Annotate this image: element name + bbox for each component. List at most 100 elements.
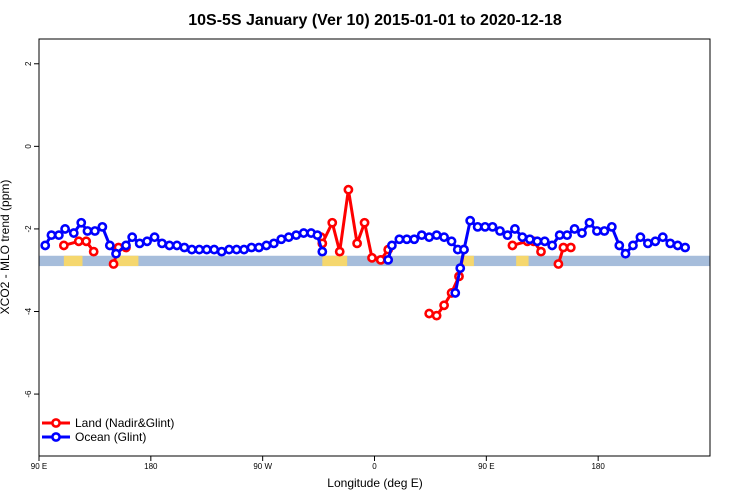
ocean-data-point — [149, 232, 160, 243]
ocean-data-point — [606, 221, 617, 232]
ocean-data-point — [620, 248, 631, 259]
ocean-data-point — [111, 248, 121, 259]
ocean-data-point — [209, 244, 220, 255]
ocean-data-point — [577, 228, 587, 238]
ocean-data-point — [68, 228, 79, 238]
land-data-point — [553, 259, 564, 269]
ocean-data-point — [231, 244, 242, 255]
map-land-patch — [322, 255, 348, 267]
ocean-data-point — [60, 224, 70, 234]
ocean-data-point — [635, 232, 646, 243]
ocean-data-point — [386, 240, 397, 251]
ocean-data-point — [459, 244, 469, 255]
ocean-data-point — [104, 240, 115, 251]
land-data-point — [88, 246, 99, 257]
ocean-data-point — [455, 263, 466, 274]
ocean-data-point — [317, 246, 328, 257]
ocean-data-point — [268, 238, 279, 249]
ocean-data-point — [46, 230, 57, 241]
ocean-data-point — [416, 230, 427, 241]
land-data-point — [367, 252, 377, 263]
ocean-data-point — [276, 234, 287, 245]
land-data-point — [108, 259, 119, 269]
ocean-data-point — [82, 226, 93, 236]
ocean-data-point — [554, 230, 565, 241]
ocean-data-point — [121, 240, 131, 251]
ocean-data-point — [246, 242, 257, 253]
ocean-data-point — [524, 234, 535, 245]
x-tick-label: 180 — [591, 462, 605, 471]
ocean-data-point — [194, 244, 205, 255]
ocean-data-point — [487, 221, 498, 232]
ocean-data-point — [261, 240, 272, 251]
ocean-data-point — [539, 236, 550, 247]
legend: Land (Nadir&Glint)Ocean (Glint) — [42, 416, 174, 444]
map-land-patch — [63, 255, 83, 267]
ocean-data-point — [409, 234, 420, 245]
land-data-point — [58, 240, 69, 251]
land-data-point — [343, 184, 354, 195]
ocean-data-point — [298, 228, 309, 238]
ocean-data-point — [680, 242, 691, 253]
ocean-data-point — [97, 221, 108, 232]
ocean-data-point — [599, 226, 610, 236]
ocean-data-point — [657, 232, 668, 243]
ocean-data-point — [254, 242, 264, 253]
ocean-data-point — [472, 221, 483, 232]
land-data-point — [375, 254, 386, 265]
x-tick-label: 90 E — [478, 462, 494, 471]
x-tick-label: 90 E — [31, 462, 47, 471]
ocean-data-point — [186, 244, 197, 255]
y-tick-label: 0 — [24, 144, 33, 149]
x-axis: 90 E 180 90 W 0 90 E 180 — [31, 456, 605, 471]
ocean-data-point — [53, 230, 64, 241]
ocean-data-point — [76, 217, 87, 228]
ocean-data-point — [134, 238, 145, 249]
ocean-data-point — [142, 236, 153, 247]
ocean-data-point — [502, 230, 513, 241]
land-data-point — [565, 242, 576, 253]
ocean-data-point — [510, 224, 520, 234]
y-tick-label: 2 — [24, 61, 33, 66]
ocean-data-point — [312, 230, 323, 241]
ocean-data-point — [465, 215, 476, 226]
ocean-data-point — [584, 217, 595, 228]
legend-land-label: Land (Nadir&Glint) — [75, 416, 174, 430]
ocean-data-point — [283, 232, 294, 243]
y-tick-label: -2 — [24, 225, 33, 233]
ocean-data-point — [239, 244, 249, 255]
y-axis: 2 0 -2 -4 -6 — [24, 61, 39, 398]
ocean-data-point — [179, 242, 190, 253]
x-tick-label: 180 — [144, 462, 158, 471]
ocean-data-point — [90, 226, 100, 236]
legend-land-marker — [51, 418, 61, 428]
x-tick-label: 0 — [372, 462, 377, 471]
ocean-data-point — [665, 238, 676, 249]
x-axis-label: Longitude (deg E) — [327, 476, 422, 490]
ocean-data-point — [439, 232, 449, 243]
ocean-data-point — [216, 246, 227, 257]
chart-title: 10S-5S January (Ver 10) 2015-01-01 to 20… — [188, 12, 562, 29]
series-layer — [40, 184, 691, 321]
ocean-data-point — [201, 244, 212, 255]
ocean-data-point — [672, 240, 683, 251]
ocean-data-point — [532, 236, 543, 247]
ocean-data-point — [614, 240, 625, 251]
x-tick-label: 90 W — [253, 462, 272, 471]
ocean-data-point — [224, 244, 235, 255]
land-data-point — [73, 236, 84, 247]
ocean-data-point — [569, 224, 580, 234]
ocean-data-point — [127, 232, 138, 243]
map-land-patch — [461, 255, 474, 267]
ocean-data-point — [650, 236, 661, 247]
ocean-data-point — [164, 240, 175, 251]
land-data-point — [81, 236, 92, 247]
land-data-point — [431, 310, 442, 321]
ocean-data-point — [495, 226, 505, 236]
ocean-data-point — [431, 230, 442, 241]
y-tick-label: -6 — [24, 390, 33, 398]
ocean-data-point — [383, 254, 394, 265]
ocean-data-point — [291, 230, 302, 241]
ocean-data-point — [562, 230, 573, 241]
